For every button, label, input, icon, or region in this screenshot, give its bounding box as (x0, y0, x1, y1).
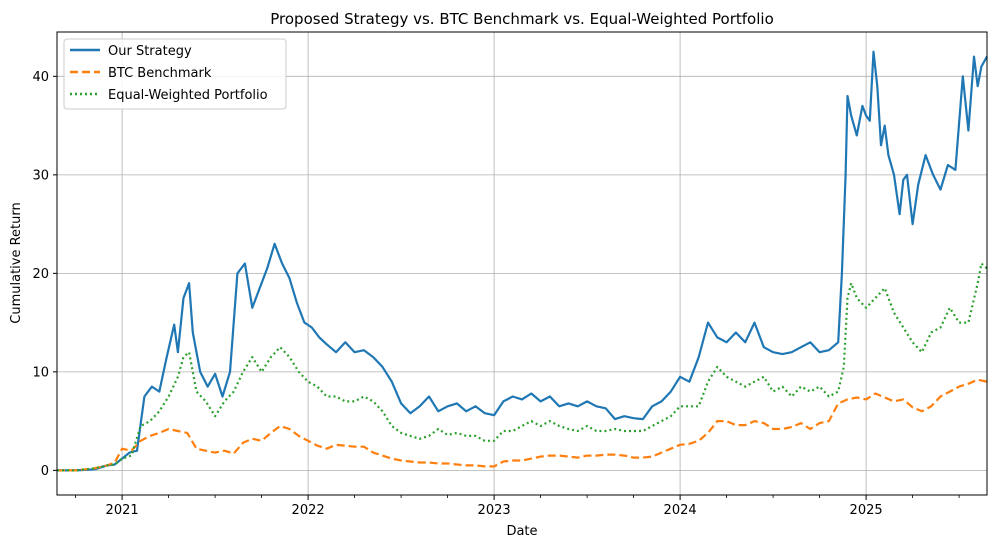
y-tick-label: 20 (32, 267, 49, 282)
x-tick-label: 2021 (106, 503, 139, 518)
series-layer (57, 50, 988, 472)
legend-label-btc-benchmark: BTC Benchmark (108, 66, 212, 81)
grid-layer (57, 32, 987, 495)
tick-layer: 0 10 20 30 40 2021 2022 2023 2024 2025 (32, 70, 960, 518)
x-axis-label: Date (506, 524, 537, 539)
legend: Our Strategy BTC Benchmark Equal-Weighte… (63, 38, 287, 110)
series-line-our-strategy (57, 50, 988, 472)
x-tick-label: 2022 (292, 503, 325, 518)
chart-title: Proposed Strategy vs. BTC Benchmark vs. … (270, 10, 774, 28)
series-line-btc-benchmark (57, 378, 988, 472)
x-tick-label: 2024 (664, 503, 697, 518)
y-tick-label: 0 (41, 464, 49, 479)
y-tick-label: 40 (32, 70, 49, 85)
y-axis-label: Cumulative Return (9, 202, 24, 323)
series-line-equal-weighted-portfolio (57, 262, 988, 472)
legend-label-equal-weighted: Equal-Weighted Portfolio (108, 88, 268, 103)
y-tick-label: 30 (32, 168, 49, 183)
x-tick-label: 2023 (478, 503, 511, 518)
y-tick-label: 10 (32, 365, 49, 380)
legend-label-our-strategy: Our Strategy (108, 44, 192, 59)
legend-box (63, 38, 287, 110)
x-tick-label: 2025 (850, 503, 883, 518)
plot-frame (56, 31, 988, 496)
